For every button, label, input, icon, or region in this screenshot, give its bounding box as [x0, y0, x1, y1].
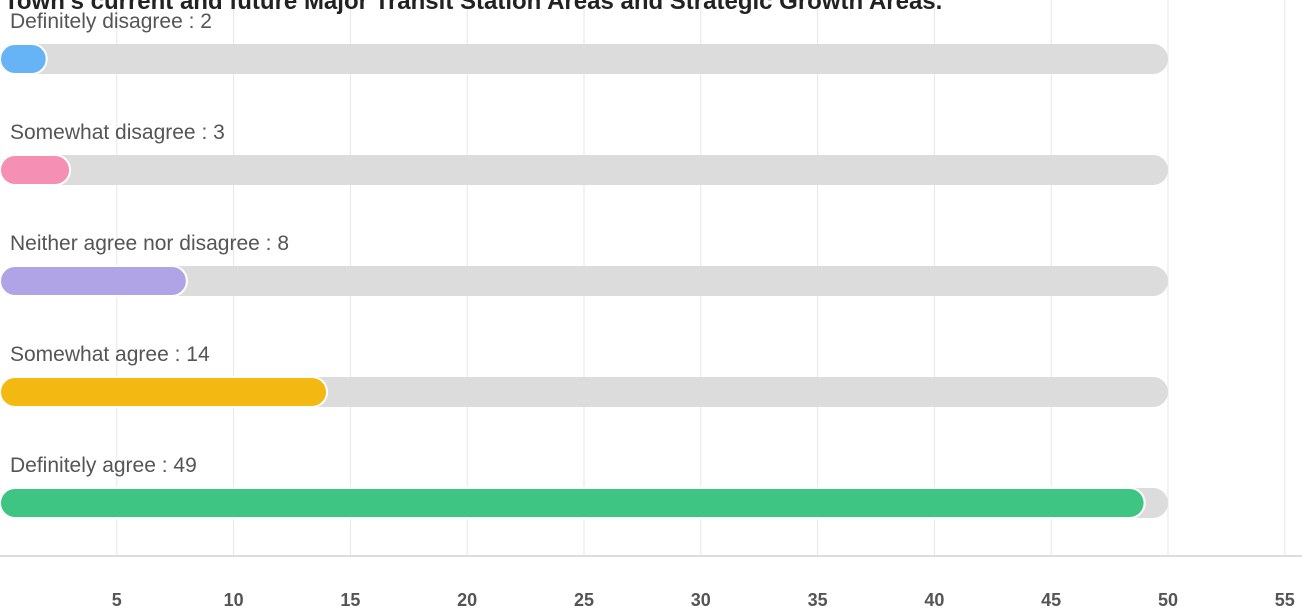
bar-somewhat-disagree: [0, 154, 72, 186]
bar-somewhat-agree: [0, 376, 329, 408]
bar-track-definitely-disagree: [0, 44, 1168, 74]
x-tick-label-15: 15: [340, 590, 360, 610]
bar-label-somewhat-agree: Somewhat agree : 14: [10, 343, 210, 366]
bar-track-somewhat-disagree: [0, 155, 1168, 185]
x-tick-label-25: 25: [574, 590, 594, 610]
bar-label-neither-agree-nor-disagree: Neither agree nor disagree : 8: [10, 232, 289, 255]
x-axis-ticks: 5 10 15 20 25 30 35 40 45 50 55: [112, 590, 1295, 610]
bar-label-definitely-disagree: Definitely disagree : 2: [10, 10, 212, 33]
bar-definitely-agree: [0, 487, 1146, 519]
x-tick-label-20: 20: [457, 590, 477, 610]
x-tick-label-45: 45: [1041, 590, 1061, 610]
x-tick-label-5: 5: [112, 590, 122, 610]
chart-title: Town's current and future Major Transit …: [4, 0, 942, 15]
bar-label-somewhat-disagree: Somewhat disagree : 3: [10, 121, 225, 144]
x-tick-label-30: 30: [691, 590, 711, 610]
x-tick-label-50: 50: [1158, 590, 1178, 610]
x-tick-label-10: 10: [224, 590, 244, 610]
x-tick-label-55: 55: [1275, 590, 1295, 610]
x-tick-label-35: 35: [808, 590, 828, 610]
bar-definitely-disagree: [0, 43, 48, 75]
bar-neither-agree-nor-disagree: [0, 265, 188, 297]
bar-label-definitely-agree: Definitely agree : 49: [10, 454, 197, 477]
bars: Definitely disagree : 2 Somewhat disagree…: [0, 10, 1168, 519]
bar-track-neither-agree-nor-disagree: [0, 266, 1168, 296]
x-tick-label-40: 40: [924, 590, 944, 610]
